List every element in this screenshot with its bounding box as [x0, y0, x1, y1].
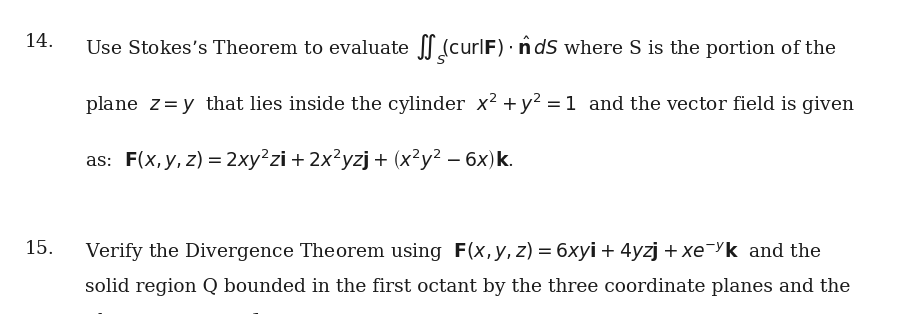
Text: plane  $x + y + z = 1$.: plane $x + y + z = 1$.	[85, 311, 269, 314]
Text: Use Stokes’s Theorem to evaluate $\iint_S\!(\mathrm{curl}\mathbf{F})\cdot\hat{\m: Use Stokes’s Theorem to evaluate $\iint_…	[85, 33, 837, 68]
Text: 14.: 14.	[25, 33, 55, 51]
Text: plane  $z = y$  that lies inside the cylinder  $x^2 + y^2 = 1$  and the vector f: plane $z = y$ that lies inside the cylin…	[85, 91, 855, 116]
Text: as:  $\mathbf{F}(x, y, z) = 2xy^2z\mathbf{i} + 2x^2yz\mathbf{j} + \left(x^2y^2 -: as: $\mathbf{F}(x, y, z) = 2xy^2z\mathbf…	[85, 148, 514, 173]
Text: solid region Q bounded in the first octant by the three coordinate planes and th: solid region Q bounded in the first octa…	[85, 278, 850, 296]
Text: Verify the Divergence Theorem using  $\mathbf{F}(x, y, z) = 6xy\mathbf{i} + 4yz\: Verify the Divergence Theorem using $\ma…	[85, 240, 822, 264]
Text: 15.: 15.	[25, 240, 55, 258]
